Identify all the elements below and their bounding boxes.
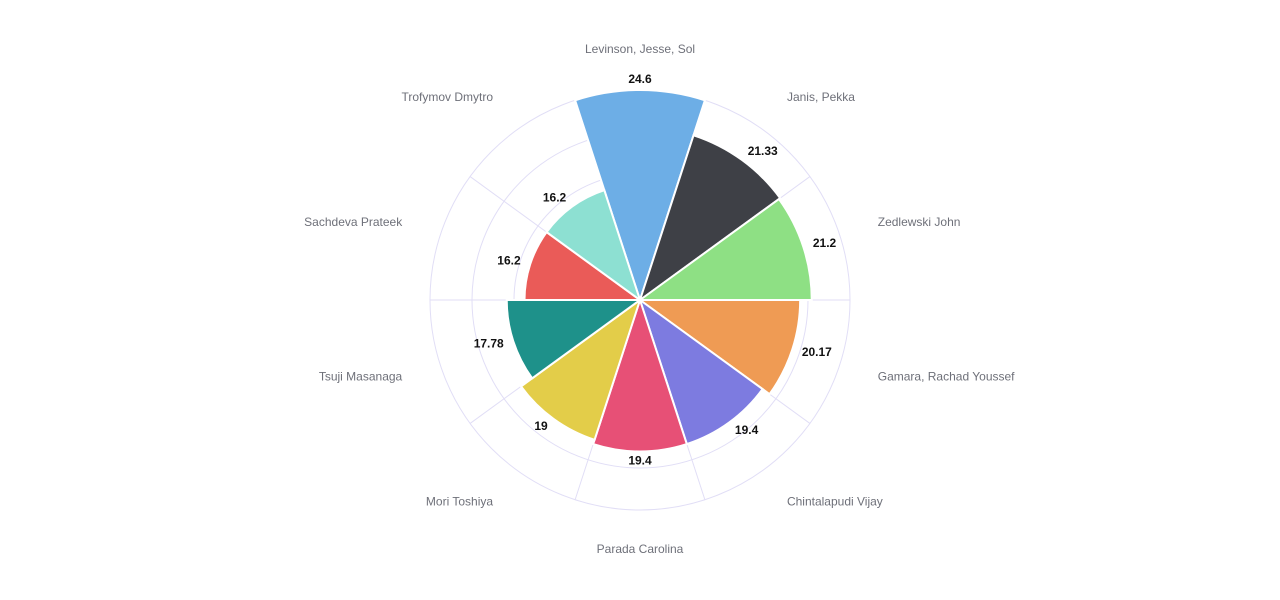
- value-label: 19: [534, 419, 548, 433]
- category-label: Levinson, Jesse, Sol: [585, 42, 695, 56]
- value-label: 19.4: [628, 454, 652, 468]
- value-label: 19.4: [735, 423, 759, 437]
- value-label: 24.6: [628, 72, 652, 86]
- value-label: 17.78: [474, 336, 504, 350]
- category-label: Gamara, Rachad Youssef: [878, 369, 1015, 383]
- value-label: 16.2: [543, 191, 567, 205]
- category-label: Trofymov Dmytro: [401, 90, 493, 104]
- rose-chart: 24.6 21.33 21.2 20.17 19.4 19.4 19 17.78 16.2 16.…: [0, 0, 1280, 600]
- category-label: Chintalapudi Vijay: [787, 494, 883, 508]
- category-label: Tsuji Masanaga: [319, 369, 403, 383]
- category-label: Sachdeva Prateek: [304, 215, 403, 229]
- category-label: Mori Toshiya: [426, 494, 493, 508]
- value-label: 21.33: [748, 144, 778, 158]
- category-label: Parada Carolina: [597, 542, 684, 556]
- value-label: 16.2: [497, 253, 521, 267]
- value-label: 20.17: [802, 345, 832, 359]
- category-label: Janis, Pekka: [787, 90, 855, 104]
- value-label: 21.2: [813, 236, 837, 250]
- category-label: Zedlewski John: [878, 215, 961, 229]
